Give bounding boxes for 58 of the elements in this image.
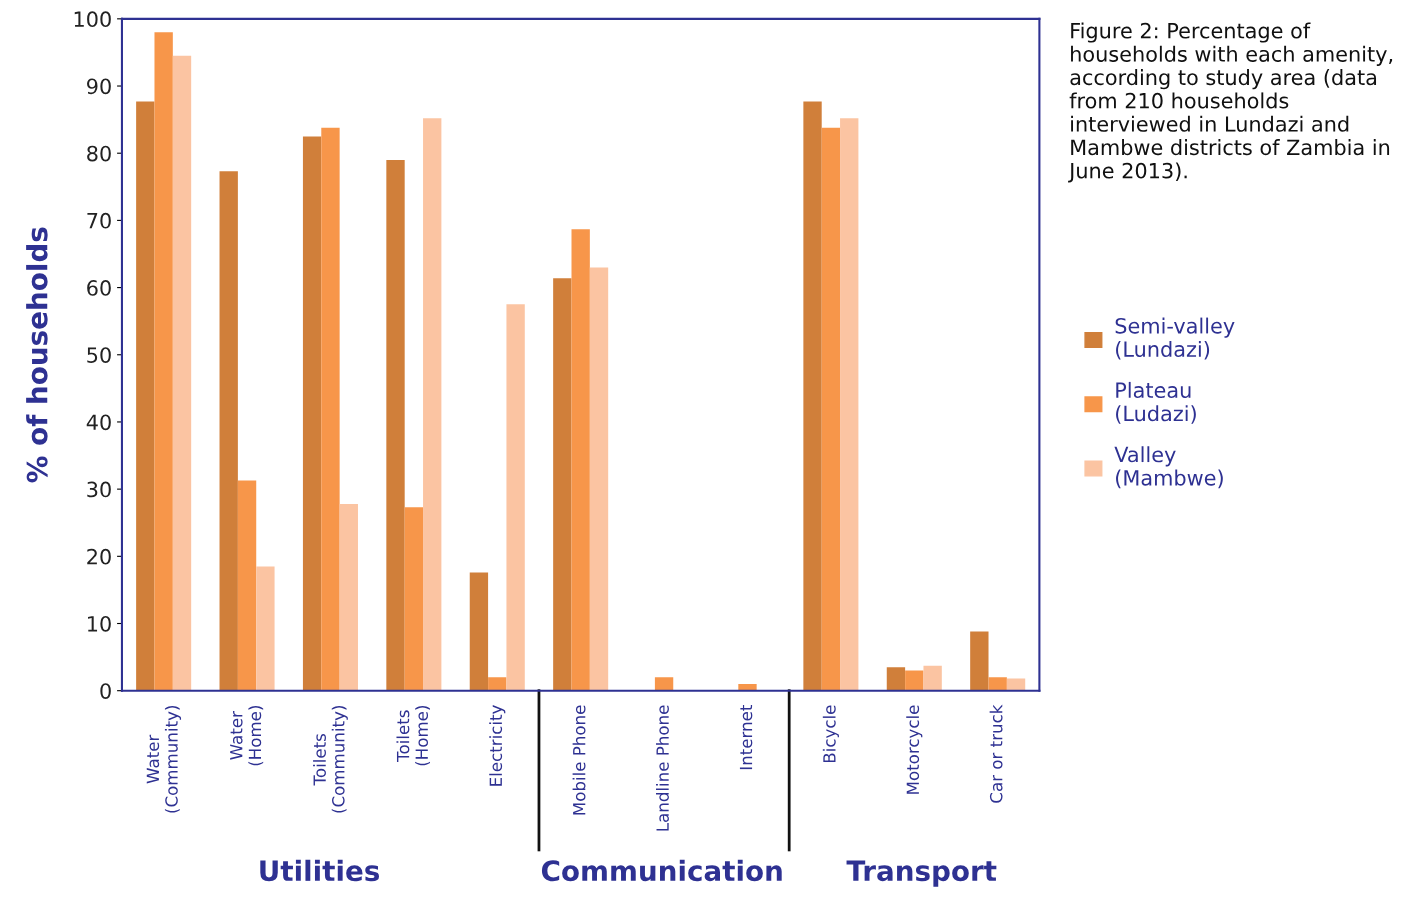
bar [840, 118, 859, 691]
x-tick-label: Toilets (Home) [396, 706, 430, 766]
y-tick-label: 80 [87, 145, 111, 162]
bar [172, 55, 192, 691]
x-tick-label: Landline Phone [656, 705, 669, 831]
y-tick-label: 100 [74, 11, 111, 28]
bar [905, 670, 924, 691]
legend-label: Plateau (Ludazi) [1116, 381, 1196, 424]
text: Communication [541, 859, 782, 882]
y-tick-label: 70 [87, 212, 111, 229]
bar [738, 683, 757, 691]
y-axis-title: % of households [26, 227, 48, 483]
caption: Figure 2: Percentage of households with each amenity, according to study area (data from 210 households interviewed in Lundazi and Mambwe districts of Zambia in June 2013). [1068, 22, 1393, 183]
bar [154, 32, 173, 691]
x-tick-label: Bicycle [822, 705, 839, 763]
bar [589, 267, 609, 691]
y-tick-label: 60 [87, 280, 111, 296]
x-tick-label: Electricity [489, 705, 506, 786]
bar [256, 566, 275, 691]
x-tick-label: Water (Home) [230, 706, 264, 766]
bar [404, 507, 424, 691]
bar [803, 101, 822, 691]
bar [821, 127, 841, 691]
bar [988, 677, 1007, 691]
bar [571, 229, 590, 691]
x-tick-label: Toilets (Community) [313, 706, 348, 813]
bar [136, 101, 155, 691]
bar [302, 136, 322, 691]
y-tick-label: 10 [88, 615, 111, 632]
bar [923, 665, 942, 691]
legend-label: Semi-valley (Lundazi) [1115, 317, 1235, 360]
bar [423, 118, 442, 691]
text: Transport [846, 860, 997, 887]
legend-label: Valley (Mambwe) [1114, 446, 1223, 489]
bar [469, 572, 489, 691]
x-tick-label: Internet [739, 704, 753, 770]
bar [970, 631, 989, 691]
y-tick-label: 30 [87, 481, 111, 498]
bar [339, 503, 358, 691]
bar [654, 677, 674, 691]
bar [553, 278, 572, 691]
text: Utilities [260, 859, 380, 882]
bar [219, 171, 238, 691]
bar [386, 159, 405, 691]
x-tick-label: Mobile Phone [572, 705, 586, 815]
x-tick-label: Water (Community) [146, 706, 182, 813]
bar [886, 667, 906, 691]
y-tick-label: 50 [87, 347, 111, 363]
y-tick-label: 0 [100, 683, 111, 699]
x-tick-label: Motorcycle [906, 705, 923, 794]
bar [237, 480, 257, 691]
bar [506, 304, 525, 691]
y-tick-label: 90 [87, 78, 111, 95]
y-tick-label: 20 [87, 548, 111, 565]
bar [488, 677, 507, 691]
y-tick-label: 40 [86, 414, 111, 431]
x-tick-label: Car or truck [989, 704, 1003, 803]
bar [321, 127, 340, 691]
